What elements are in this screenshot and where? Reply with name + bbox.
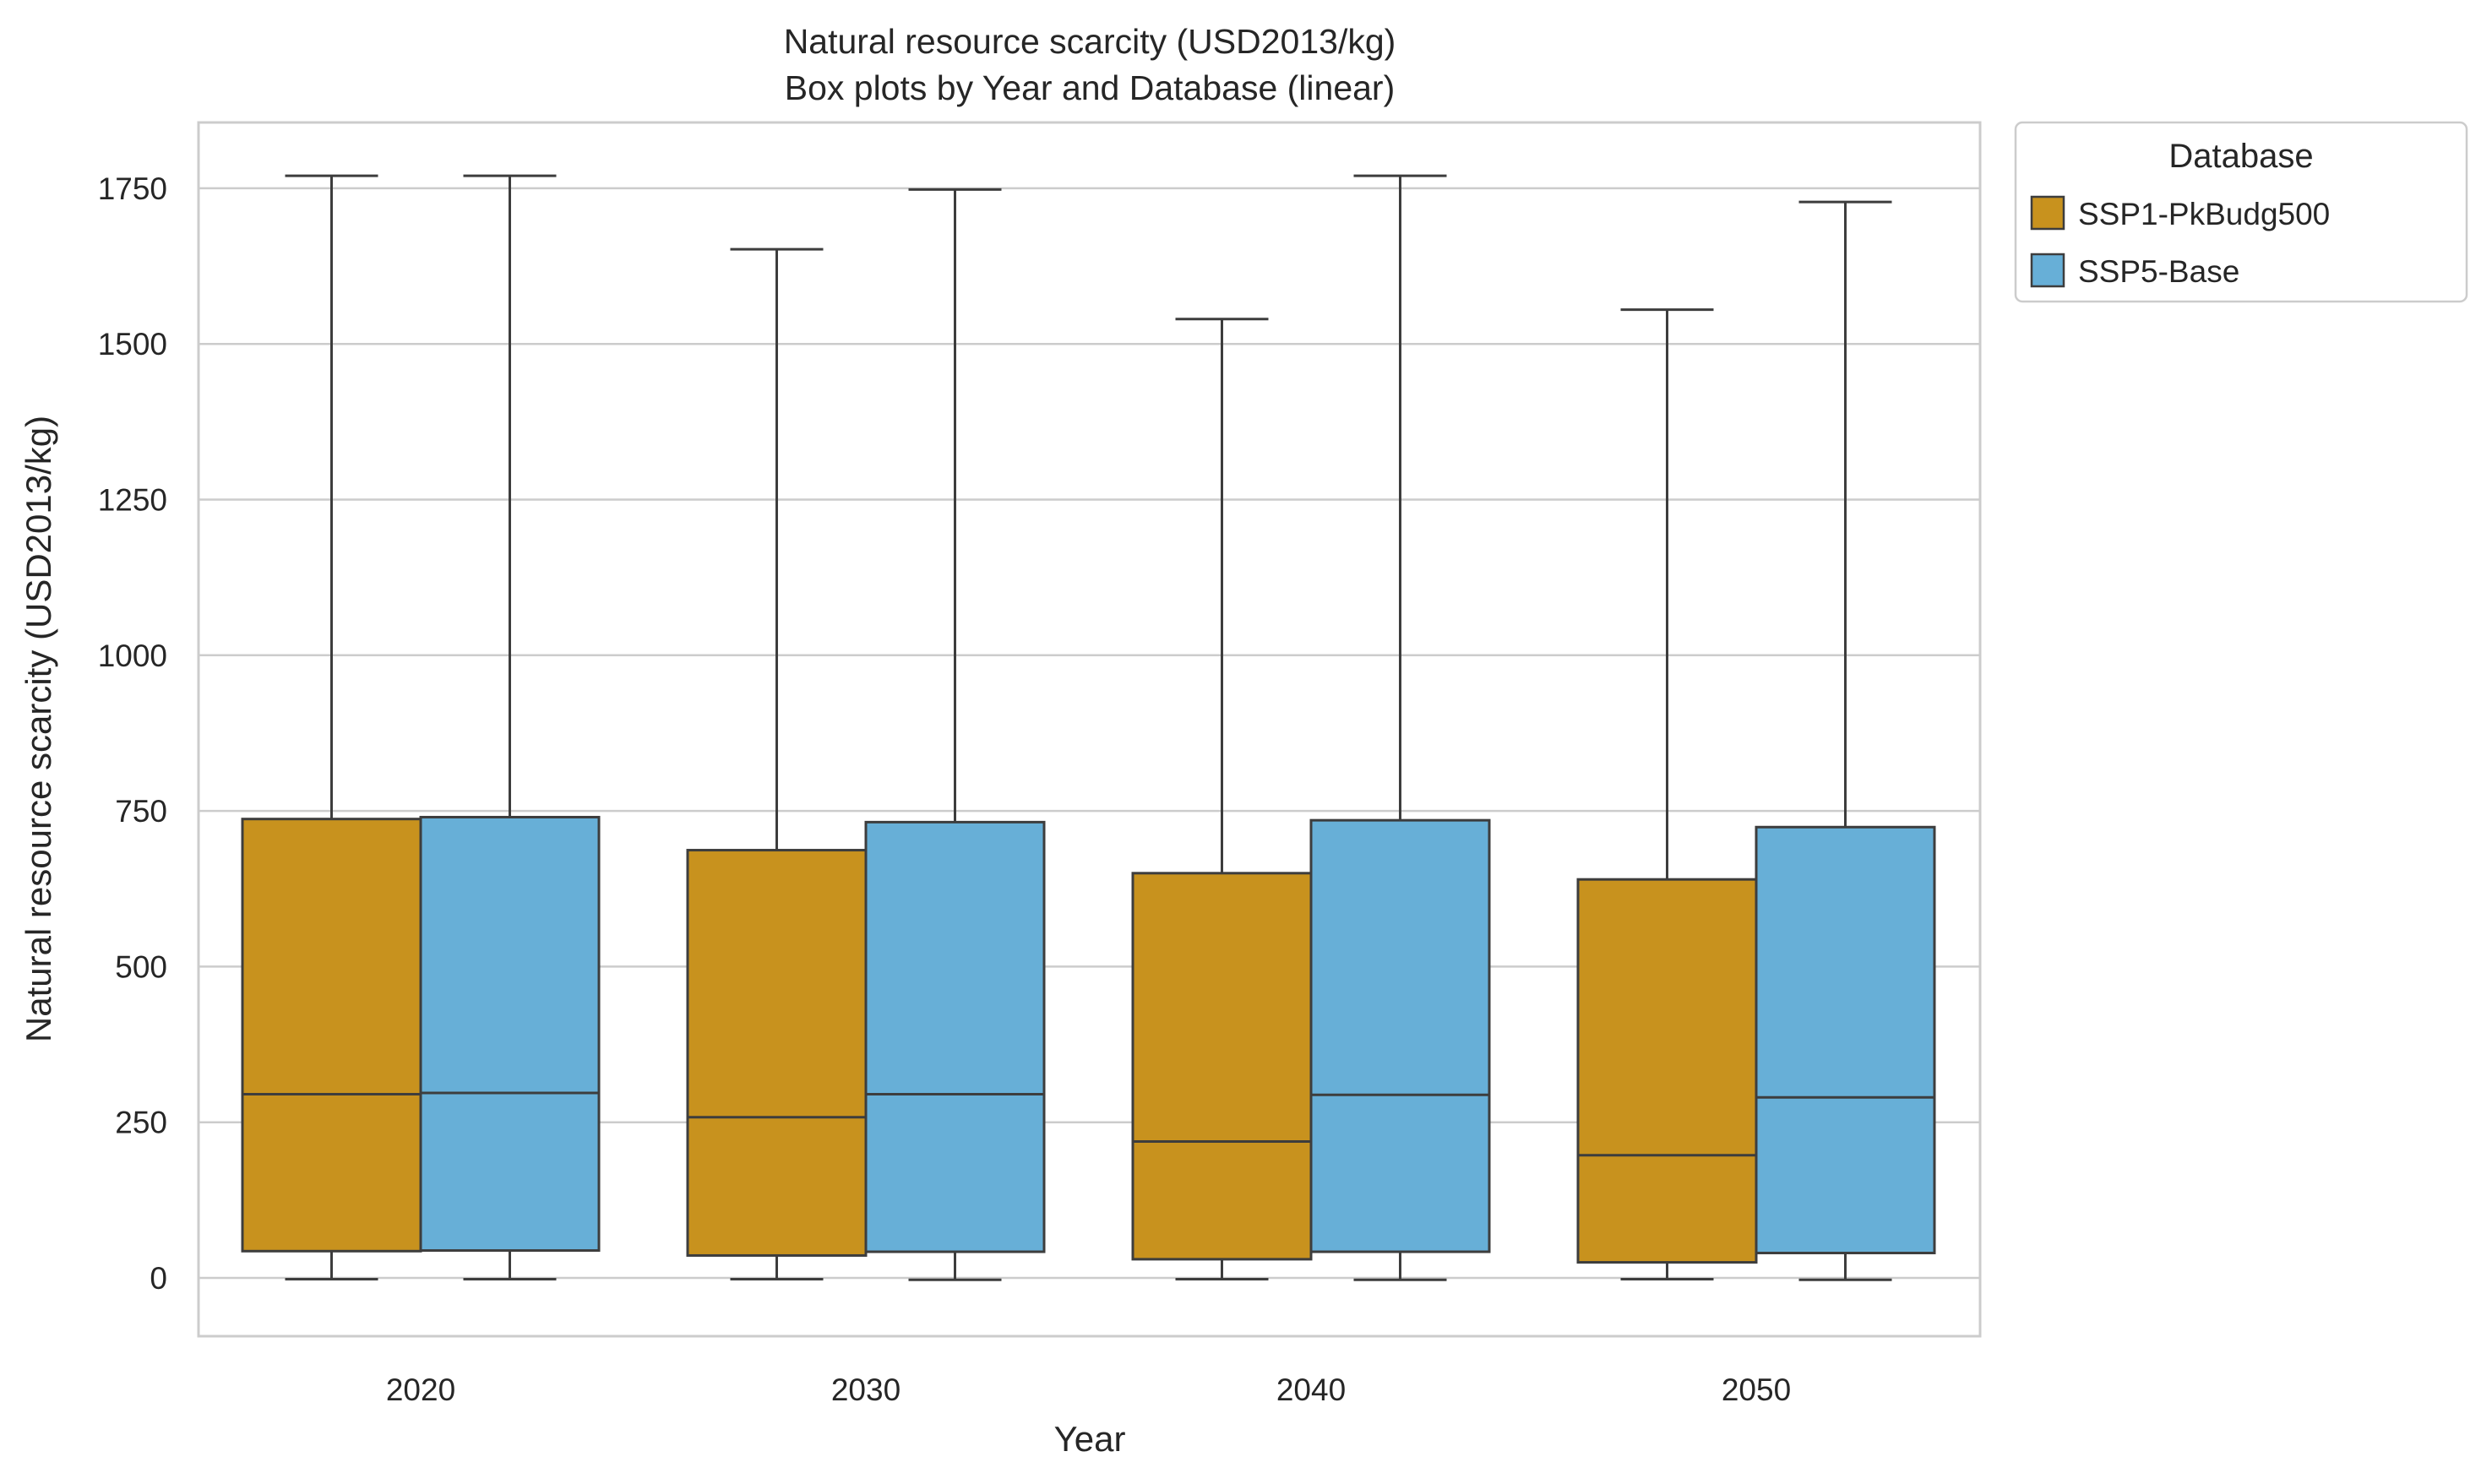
box-body [419, 815, 601, 1253]
series-ssp1-pkbudg500 [241, 174, 1758, 1280]
series-ssp5-base [419, 174, 1936, 1281]
box-body [864, 820, 1046, 1253]
y-tick-label: 750 [115, 794, 167, 829]
chart-title: Natural resource scarcity (USD2013/kg) [784, 22, 1396, 61]
box-2050 [1576, 308, 1758, 1280]
x-axis-ticks: 2020 2030 2040 2050 [386, 1373, 1791, 1407]
legend-swatch-ssp5 [2030, 253, 2065, 288]
box-body [1131, 872, 1313, 1261]
plot-frame [197, 121, 1982, 1338]
box-plot-series [241, 174, 1936, 1281]
y-axis-label: Natural resource scarcity (USD2013/kg) [19, 416, 58, 1042]
y-tick-label: 250 [115, 1106, 167, 1140]
box-body [686, 849, 868, 1257]
box-body [1576, 878, 1758, 1264]
box-2050 [1755, 200, 1936, 1281]
x-tick-label: 2050 [1722, 1373, 1791, 1407]
box-2030 [864, 188, 1046, 1281]
x-tick-label: 2020 [386, 1373, 455, 1407]
legend-frame [2014, 121, 2468, 303]
legend-label-ssp5: SSP5-Base [2078, 254, 2239, 289]
legend-swatch-ssp1 [2030, 195, 2065, 231]
box-2030 [686, 247, 868, 1280]
y-tick-label: 1750 [98, 171, 167, 206]
legend-title: Database [2168, 138, 2313, 175]
box-2040 [1131, 318, 1313, 1280]
box-2040 [1309, 174, 1491, 1281]
box-2020 [419, 174, 601, 1280]
box-body [241, 818, 422, 1253]
box-body [1309, 818, 1491, 1253]
y-tick-label: 0 [150, 1261, 167, 1296]
x-axis-label: Year [1054, 1419, 1126, 1459]
y-tick-label: 1250 [98, 483, 167, 518]
chart-subtitle: Box plots by Year and Database (linear) [785, 68, 1396, 107]
legend-label-ssp1: SSP1-PkBudg500 [2078, 197, 2330, 231]
y-tick-label: 500 [115, 949, 167, 984]
x-tick-label: 2040 [1276, 1373, 1346, 1407]
y-axis-ticks: 0 250 500 750 1000 1250 1500 1750 [98, 171, 167, 1296]
box-body [1755, 825, 1936, 1255]
legend: Database SSP1-PkBudg500 SSP5-Base [2014, 121, 2468, 303]
y-tick-label: 1000 [98, 639, 167, 673]
box-2020 [241, 174, 422, 1280]
y-tick-label: 1500 [98, 327, 167, 361]
x-tick-label: 2030 [831, 1373, 900, 1407]
